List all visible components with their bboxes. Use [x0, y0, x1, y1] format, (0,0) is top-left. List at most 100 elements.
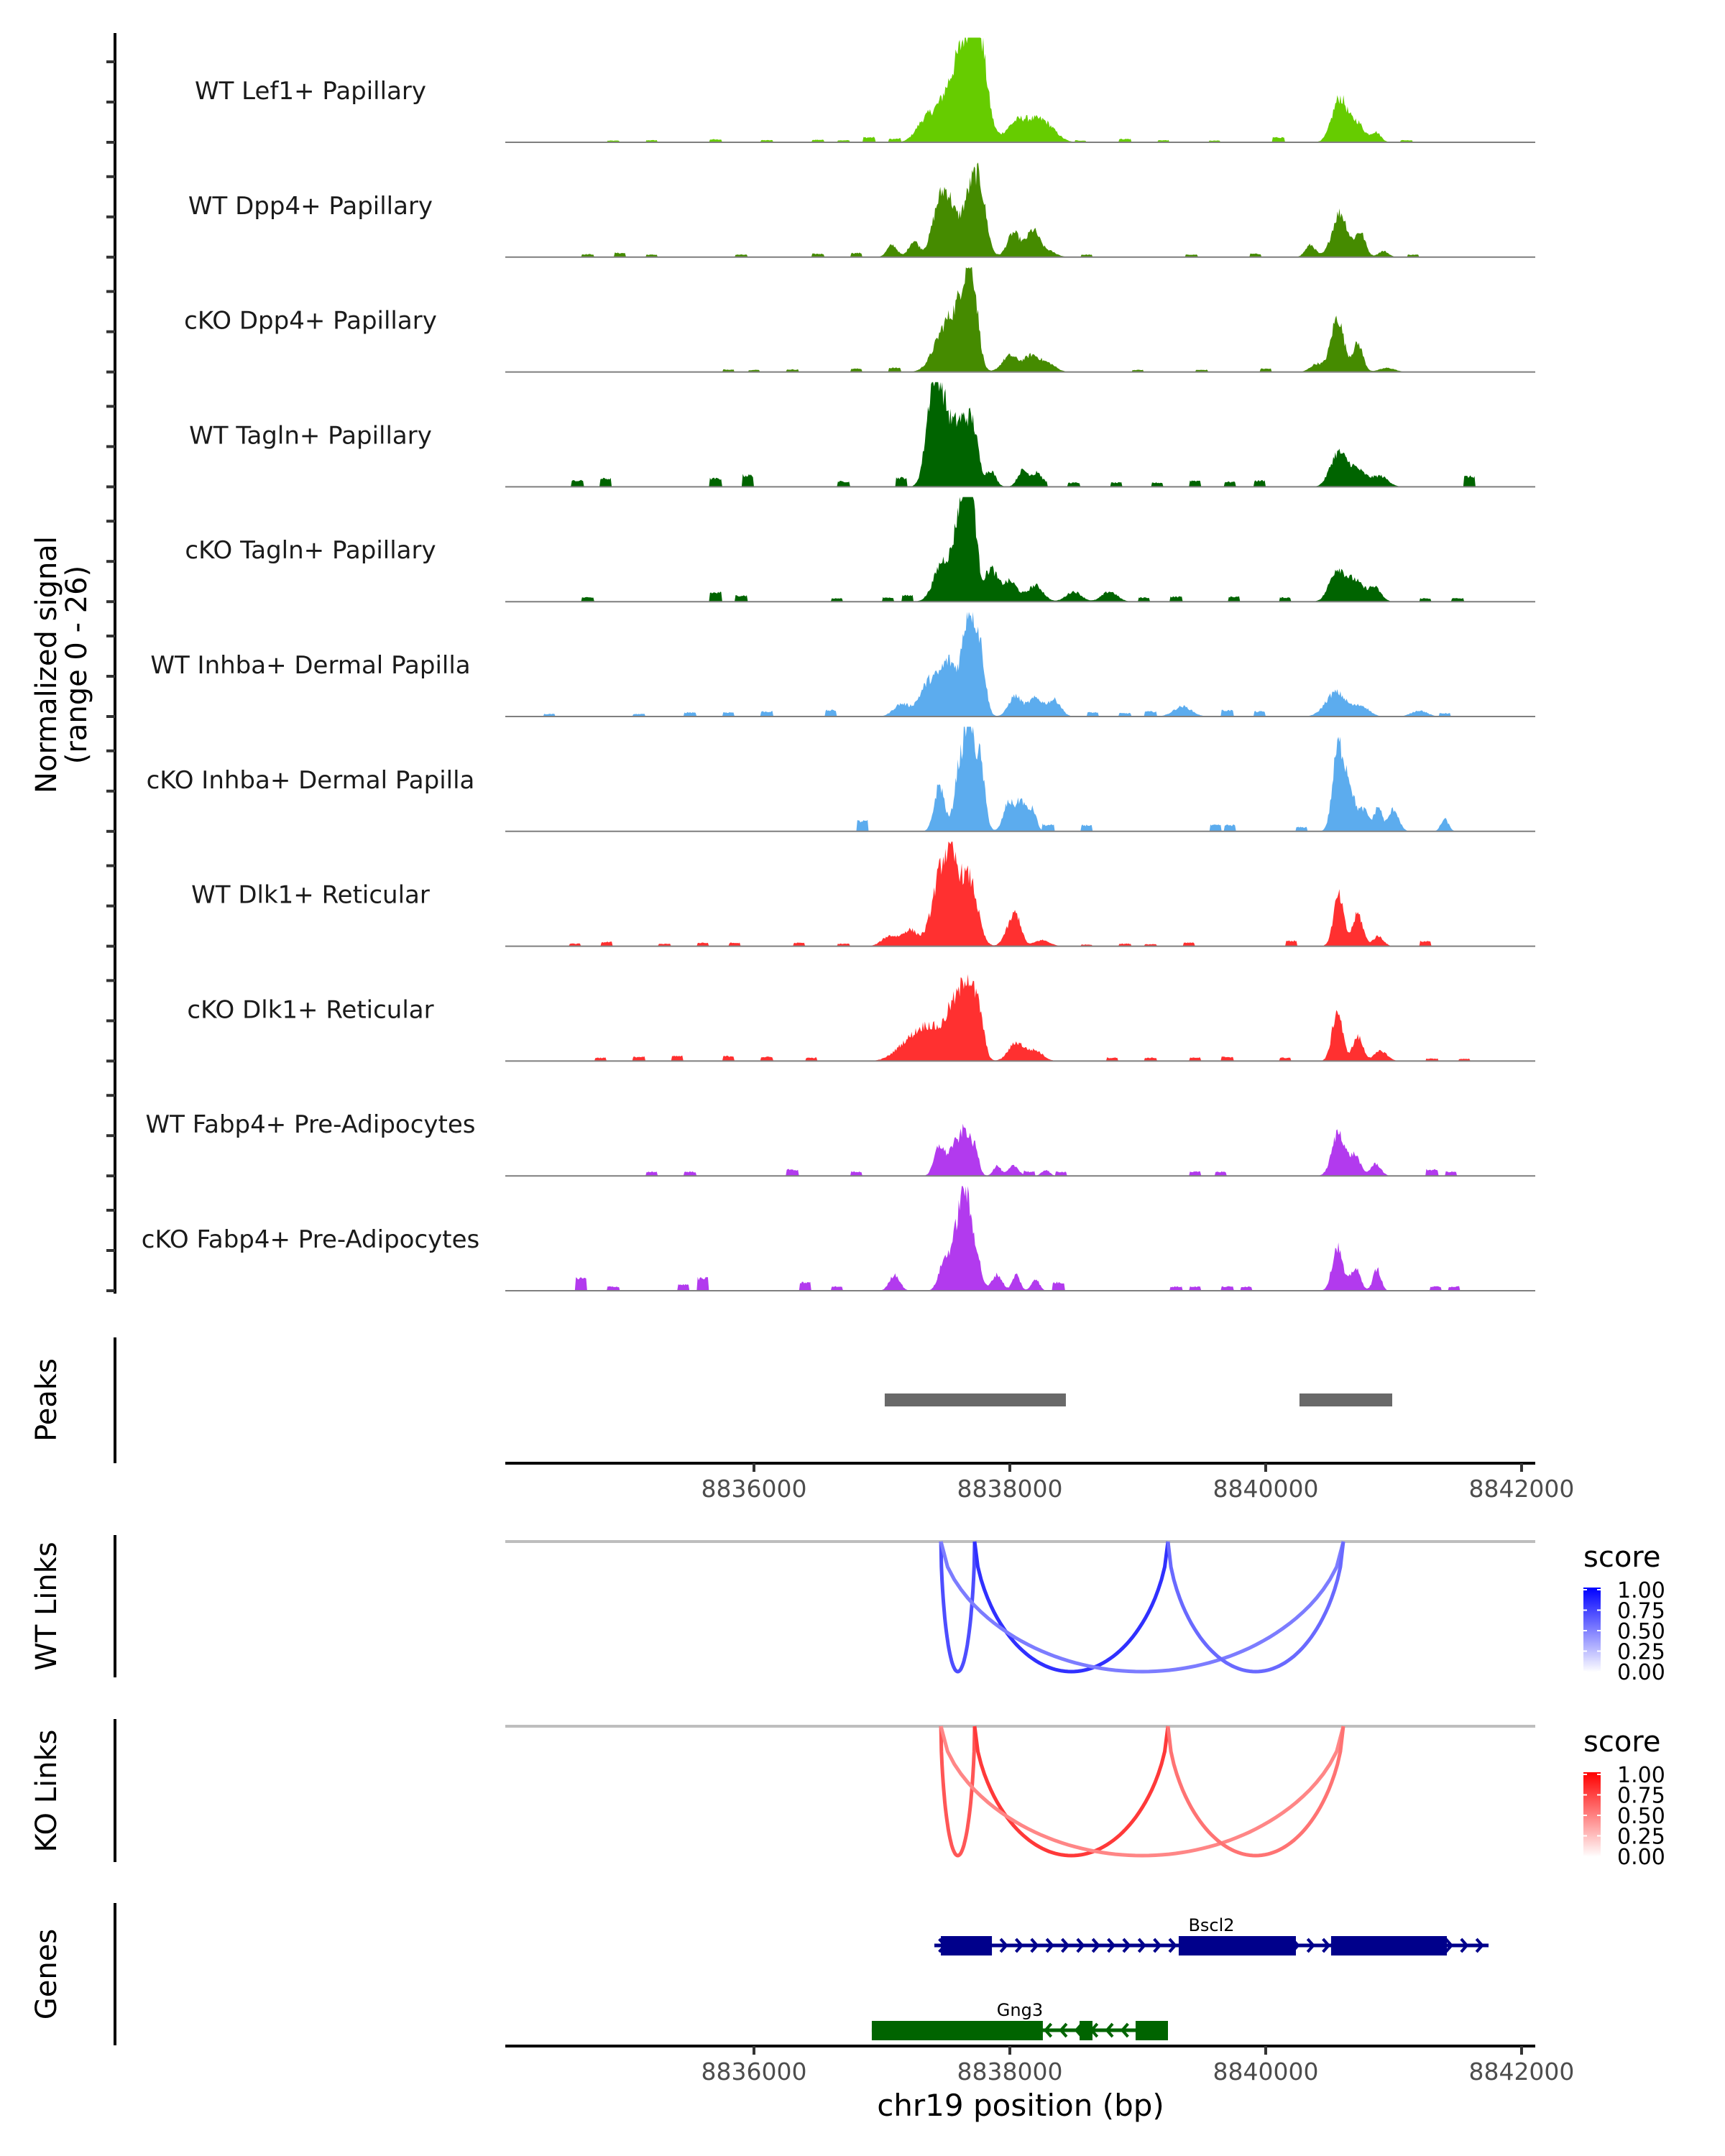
- x-tick-label: 8836000: [702, 1475, 807, 1503]
- track-label: WT Fabp4+ Pre-Adipocytes: [146, 1110, 476, 1139]
- wt-links-section: WT Links score 1.000.750.500.250.00: [30, 1535, 1665, 1685]
- peak-region: [1299, 1393, 1393, 1406]
- strand-arrow-icon: [1105, 2022, 1114, 2038]
- track-label: WT Dlk1+ Reticular: [191, 881, 430, 910]
- legend-tick-label: 0.25: [1617, 1640, 1665, 1665]
- peak-region: [884, 1393, 1066, 1406]
- track-label: cKO Dlk1+ Reticular: [187, 995, 433, 1024]
- ko-links-arcs: [939, 1726, 1346, 1858]
- x-tick-label: 8842000: [1468, 1475, 1574, 1503]
- coverage-track-wt-fabp4-pre-adipocytes: WT Fabp4+ Pre-Adipocytes: [146, 1110, 1535, 1177]
- gene-name-label: Bscl2: [1188, 1915, 1234, 1935]
- track-label: WT Lef1+ Papillary: [195, 77, 426, 106]
- gene-exon: [1178, 1936, 1296, 1955]
- link-arc: [939, 1726, 977, 1858]
- coverage-track-wt-tagln-papillary: WT Tagln+ Papillary: [189, 382, 1535, 488]
- legend-tick-label: 0.50: [1617, 1804, 1665, 1829]
- gene-name-label: Gng3: [997, 2000, 1043, 2020]
- peak-regions: [884, 1393, 1393, 1406]
- strand-arrow-icon: [1306, 1938, 1315, 1953]
- coverage-track-cko-tagln-papillary: cKO Tagln+ Papillary: [185, 497, 1535, 603]
- link-arc: [1166, 1541, 1346, 1674]
- coverage-track-wt-dlk1-reticular: WT Dlk1+ Reticular: [191, 842, 1535, 947]
- strand-arrow-icon: [1153, 1938, 1162, 1953]
- coverage-track-wt-dpp4-papillary: WT Dpp4+ Papillary: [188, 162, 1535, 258]
- strand-arrow-icon: [1322, 1938, 1331, 1953]
- gene-exon: [871, 2021, 1043, 2040]
- coverage-area: [505, 382, 1535, 487]
- track-label: cKO Tagln+ Papillary: [185, 536, 436, 565]
- link-arc: [1166, 1726, 1346, 1858]
- coverage-area: [505, 974, 1535, 1061]
- coverage-track-cko-inhba-dermal-papilla: cKO Inhba+ Dermal Papilla: [147, 727, 1535, 832]
- x-tick-label: 8836000: [702, 2058, 807, 2086]
- link-arc: [972, 1541, 1170, 1674]
- x-axis-ticks-lower: 8836000 8838000 8840000 8842000: [702, 2046, 1574, 2086]
- wt-links-legend: score 1.000.750.500.250.00: [1583, 1541, 1665, 1685]
- genes-section: Genes Bscl2 Gng3 8836000 8838000 8840000 884…: [30, 1903, 1574, 2123]
- coverage-section: Normalized signal (range 0 - 26) WT Lef1…: [30, 33, 1535, 1294]
- strand-arrow-icon: [999, 1938, 1008, 1953]
- genes-track-label: Genes: [30, 1929, 63, 2019]
- legend-tick-label: 0.50: [1617, 1619, 1665, 1644]
- strand-arrow-icon: [1137, 1938, 1146, 1953]
- track-label: WT Tagln+ Papillary: [189, 421, 432, 450]
- coverage-track-wt-inhba-dermal-papilla: WT Inhba+ Dermal Papilla: [150, 612, 1535, 717]
- legend-tick-label: 1.00: [1617, 1763, 1665, 1788]
- wt-links-arcs: [939, 1541, 1346, 1674]
- track-label: cKO Inhba+ Dermal Papilla: [147, 766, 475, 795]
- link-arc: [972, 1726, 1170, 1858]
- x-tick-label: 8840000: [1213, 1475, 1318, 1503]
- gene-gng3: Gng3: [871, 2000, 1168, 2040]
- coverage-track-wt-lef1-papillary: WT Lef1+ Papillary: [195, 37, 1535, 143]
- strand-arrow-icon: [1475, 1938, 1484, 1953]
- gene-bscl2: Bscl2: [934, 1915, 1489, 1955]
- gene-exon: [1079, 2021, 1092, 2040]
- coverage-track-cko-dlk1-reticular: cKO Dlk1+ Reticular: [187, 974, 1535, 1062]
- strand-arrow-icon: [1460, 1938, 1469, 1953]
- coverage-area: [505, 497, 1535, 602]
- track-label: cKO Dpp4+ Papillary: [184, 307, 437, 336]
- track-label: cKO Fabp4+ Pre-Adipocytes: [142, 1225, 480, 1254]
- peaks-section: Peaks 8836000 8838000 8840000 8842000: [30, 1337, 1574, 1503]
- y-axis-title-line2: (range 0 - 26): [60, 566, 93, 764]
- strand-arrow-icon: [1122, 1938, 1131, 1953]
- strand-arrow-icon: [1076, 1938, 1085, 1953]
- gene-models: Bscl2 Gng3: [871, 1915, 1489, 2040]
- legend-tick-label: 0.00: [1617, 1845, 1665, 1870]
- coverage-area: [505, 727, 1535, 831]
- coverage-area: [505, 37, 1535, 143]
- ko-links-section: KO Links score 1.000.750.500.250.00: [30, 1719, 1665, 1870]
- strand-arrow-icon: [1120, 2022, 1129, 2038]
- coverage-area: [505, 267, 1535, 372]
- strand-arrow-icon: [1061, 1938, 1070, 1953]
- coverage-area: [505, 1123, 1535, 1176]
- link-arc: [939, 1541, 977, 1674]
- legend-tick-label: 0.75: [1617, 1599, 1665, 1624]
- wt-legend-ticks: 1.000.750.500.250.00: [1583, 1578, 1665, 1685]
- x-tick-label: 8838000: [957, 1475, 1063, 1503]
- strand-arrow-icon: [1168, 1938, 1177, 1953]
- link-arc: [939, 1541, 1346, 1674]
- track-label: WT Inhba+ Dermal Papilla: [150, 651, 470, 680]
- x-tick-label: 8842000: [1468, 2058, 1574, 2086]
- gene-exon: [1330, 1936, 1448, 1955]
- ko-legend-title: score: [1583, 1726, 1660, 1759]
- link-arc: [939, 1726, 1346, 1858]
- coverage-area: [505, 842, 1535, 946]
- strand-arrow-icon: [1030, 1938, 1039, 1953]
- wt-links-track-label: WT Links: [30, 1542, 63, 1670]
- x-axis-ticks-upper: 8836000 8838000 8840000 8842000: [702, 1463, 1574, 1503]
- wt-legend-title: score: [1583, 1541, 1660, 1574]
- ko-links-legend: score 1.000.750.500.250.00: [1583, 1726, 1665, 1870]
- coverage-area: [505, 612, 1535, 717]
- strand-arrow-icon: [1107, 1938, 1116, 1953]
- x-axis-title: chr19 position (bp): [877, 2088, 1164, 2123]
- legend-tick-label: 1.00: [1617, 1578, 1665, 1603]
- x-tick-label: 8838000: [957, 2058, 1063, 2086]
- strand-arrow-icon: [1445, 1938, 1454, 1953]
- gene-exon: [1135, 2021, 1168, 2040]
- legend-tick-label: 0.75: [1617, 1784, 1665, 1809]
- strand-arrow-icon: [1043, 2022, 1053, 2038]
